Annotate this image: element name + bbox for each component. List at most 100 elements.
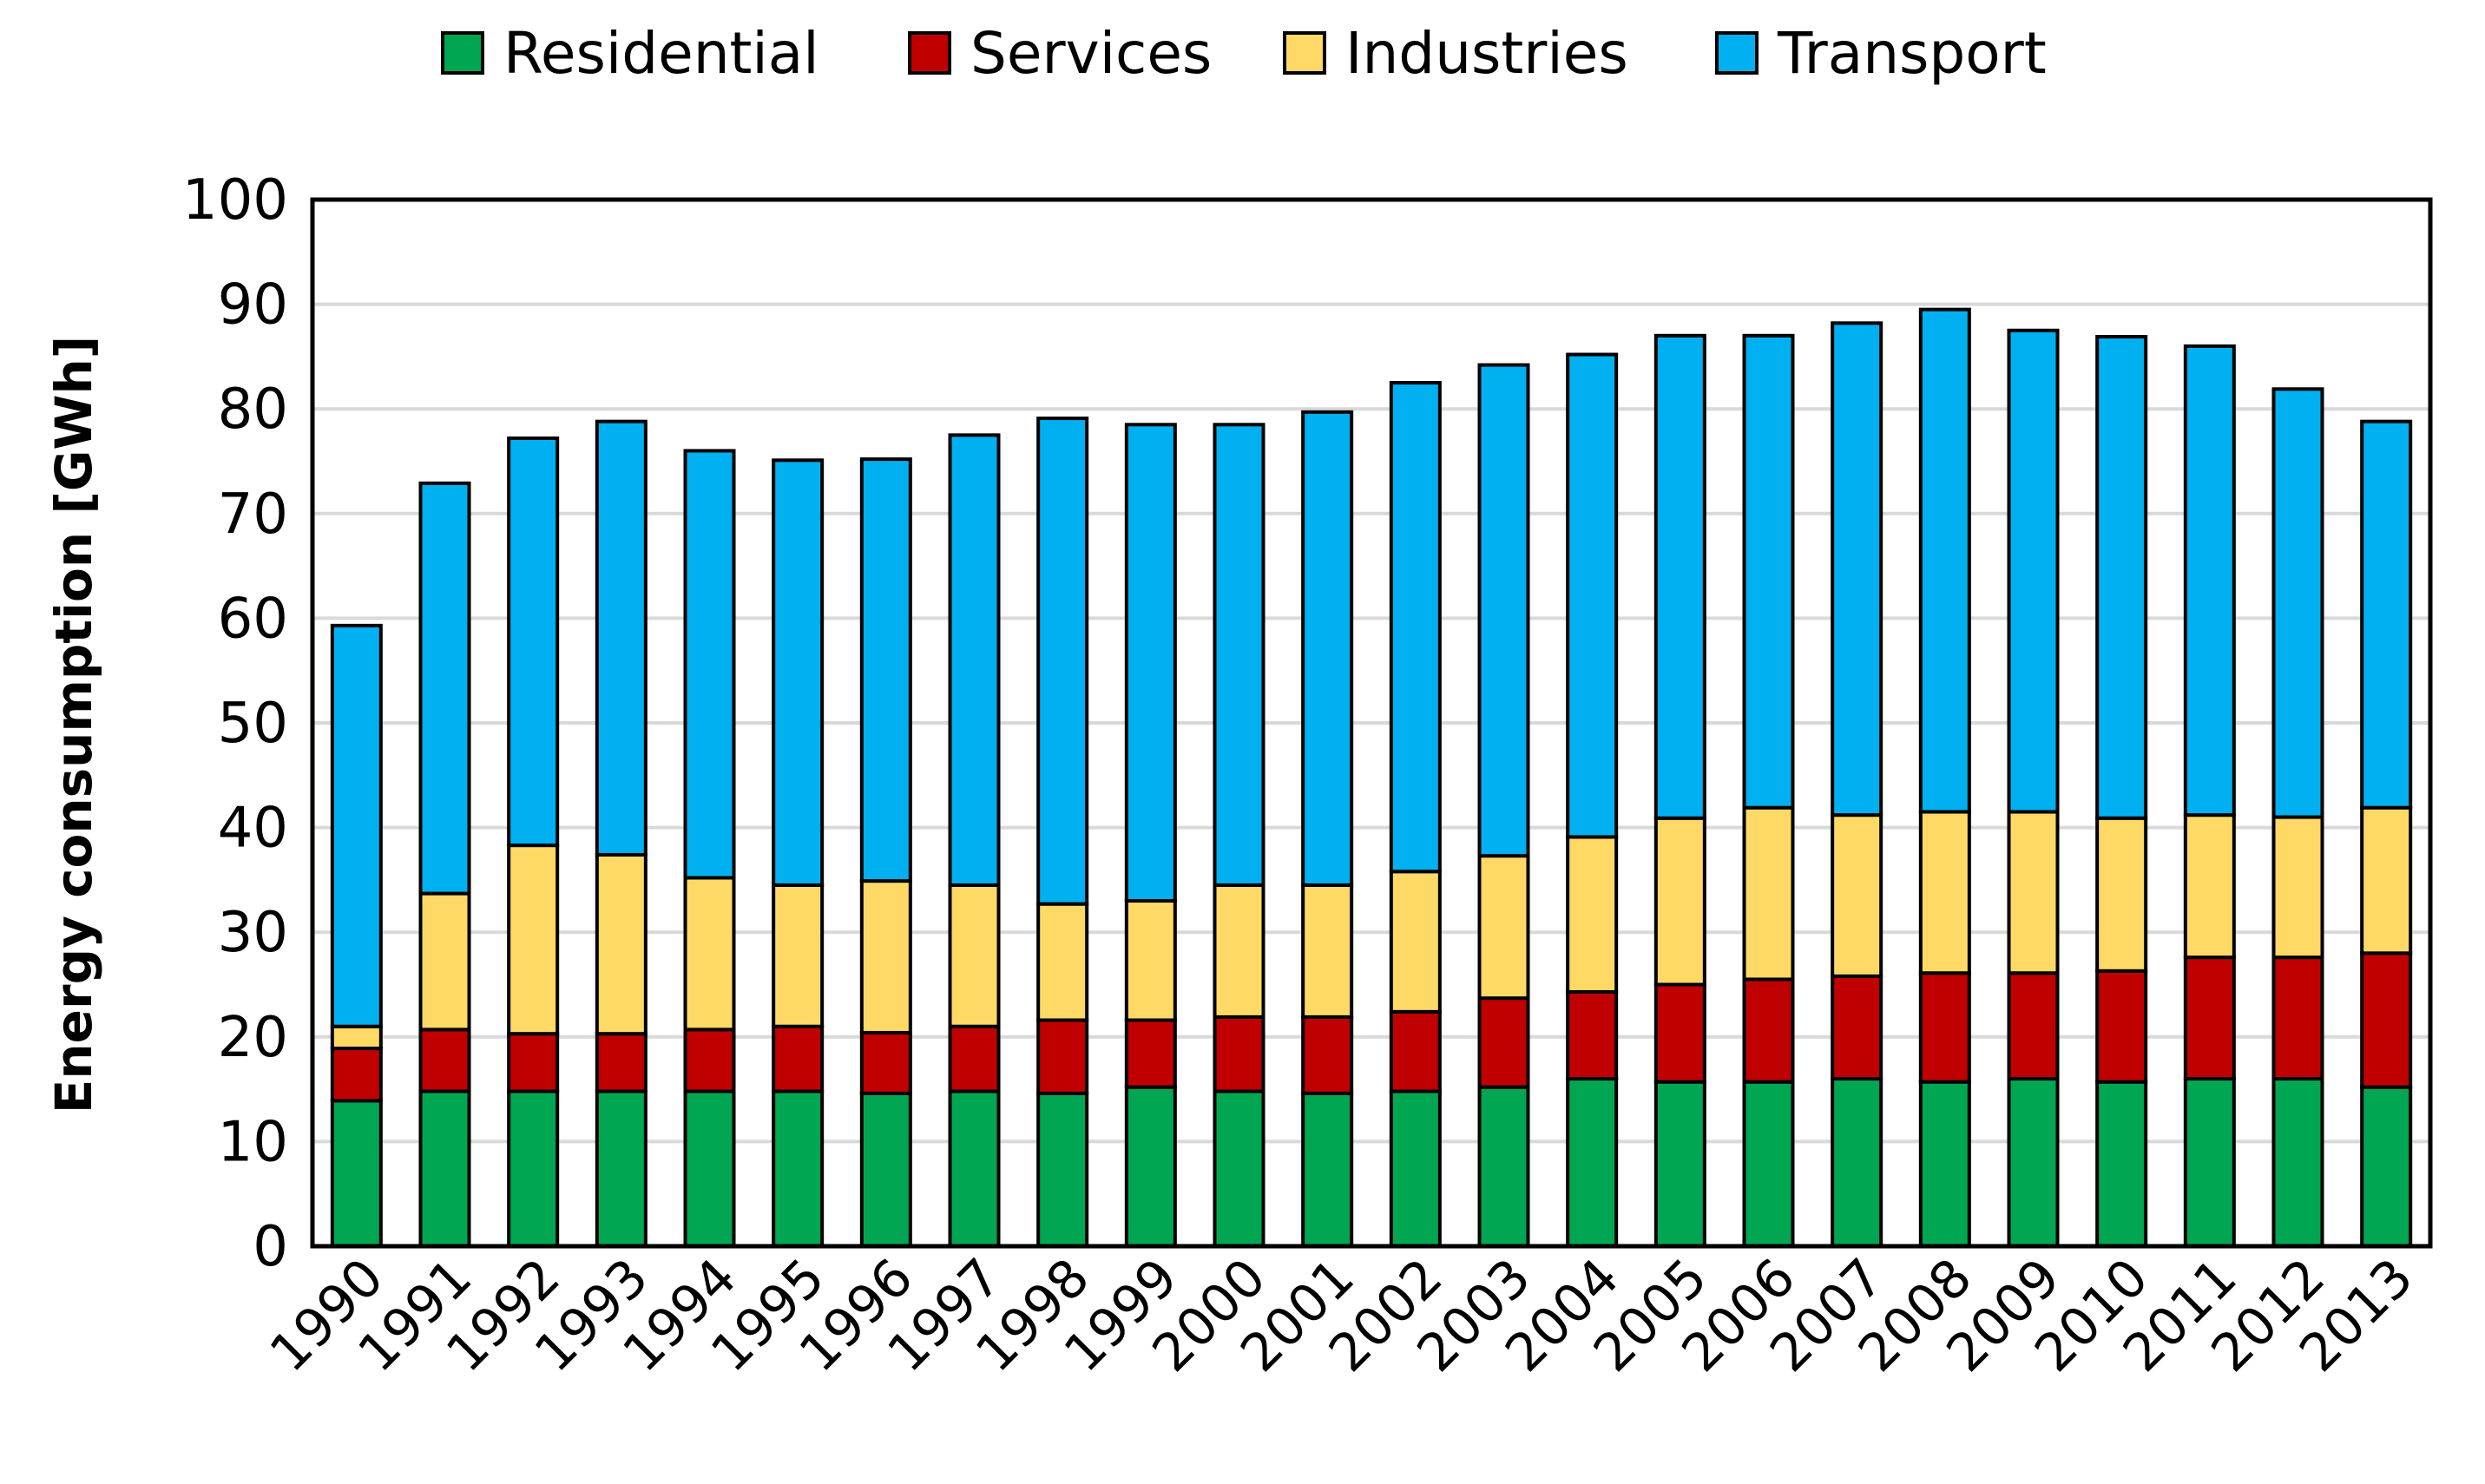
bar-segment-transport	[2007, 328, 2060, 814]
bar-segment-services	[1036, 1018, 1089, 1095]
bar-segment-services	[1301, 1015, 1354, 1095]
bar-segment-residential	[1036, 1091, 1089, 1248]
bar-segment-services	[1124, 1018, 1177, 1089]
bar-segment-services	[1742, 977, 1795, 1084]
bar-stack	[2007, 328, 2060, 1249]
bar-segment-residential	[1301, 1091, 1354, 1248]
y-axis-ticks: 0 10 20 30 40 50 60 70 80 90 100	[182, 168, 288, 1279]
bar-segment-transport	[595, 419, 648, 857]
bar-segment-residential	[2183, 1077, 2236, 1249]
bar-stack	[2183, 344, 2236, 1249]
bar-segment-industries	[1918, 810, 1971, 975]
bar-stack	[859, 457, 912, 1248]
bar-segment-industries	[1477, 854, 1530, 1001]
bar-stack	[948, 433, 1001, 1248]
bar-segment-industries	[1213, 883, 1266, 1019]
bars	[330, 307, 2413, 1249]
y-axis-label: Energy consumption [GWh]	[44, 336, 103, 1113]
legend: Residential Services Industries Transport	[441, 20, 2047, 87]
bar-segment-transport	[859, 457, 912, 883]
bar-stack	[330, 623, 383, 1248]
bar-segment-services	[683, 1028, 736, 1093]
bar-segment-services	[1389, 1009, 1442, 1093]
bar-stack	[1301, 410, 1354, 1248]
y-tick-label: 70	[218, 483, 288, 547]
y-tick-label: 90	[218, 273, 288, 338]
bar-segment-industries	[595, 852, 648, 1036]
bar-segment-residential	[595, 1089, 648, 1248]
bar-segment-residential	[683, 1089, 736, 1248]
bar-segment-industries	[1389, 870, 1442, 1014]
bar-segment-services	[418, 1028, 471, 1093]
bar-segment-residential	[1653, 1080, 1706, 1248]
bar-segment-residential	[1213, 1089, 1266, 1248]
legend-label: Industries	[1345, 20, 1628, 87]
bar-segment-services	[1566, 989, 1619, 1081]
legend-label: Transport	[1777, 20, 2047, 87]
bar-segment-transport	[2360, 419, 2413, 810]
bar-segment-services	[330, 1047, 383, 1103]
bar-segment-residential	[1742, 1080, 1795, 1248]
bar-segment-residential	[330, 1099, 383, 1248]
bar-segment-residential	[2271, 1077, 2324, 1249]
bar-segment-industries	[2095, 816, 2148, 973]
bar-segment-residential	[2007, 1077, 2060, 1249]
bar-segment-transport	[2095, 334, 2148, 820]
bar-segment-residential	[1566, 1077, 1619, 1249]
bar-segment-transport	[2183, 344, 2236, 818]
bar-segment-transport	[1918, 307, 1971, 814]
y-tick-label: 80	[218, 378, 288, 442]
bar-stack	[1566, 352, 1619, 1249]
bar-segment-industries	[1831, 813, 1883, 978]
bar-stack	[507, 436, 560, 1248]
bar-segment-industries	[683, 876, 736, 1032]
y-tick-label: 50	[218, 692, 288, 756]
bar-segment-transport	[1742, 333, 1795, 810]
bar-segment-industries	[2360, 805, 2413, 955]
bar-stack	[1742, 333, 1795, 1248]
bar-segment-industries	[2271, 815, 2324, 960]
legend-swatch	[908, 31, 951, 75]
bar-segment-transport	[683, 449, 736, 880]
bar-segment-industries	[1566, 835, 1619, 994]
legend-label: Residential	[503, 20, 819, 87]
legend-swatch	[1283, 31, 1326, 75]
legend-item-transport: Transport	[1715, 20, 2047, 87]
bar-stack	[772, 458, 825, 1248]
bar-segment-industries	[1124, 899, 1177, 1022]
bar-segment-services	[2095, 969, 2148, 1084]
legend-swatch	[1715, 31, 1759, 75]
bar-segment-transport	[1653, 333, 1706, 820]
bar-segment-residential	[1389, 1089, 1442, 1248]
bar-segment-residential	[948, 1089, 1001, 1248]
bar-stack	[1036, 417, 1089, 1248]
bar-segment-transport	[507, 436, 560, 848]
bar-stack	[1477, 363, 1530, 1248]
bar-segment-transport	[1213, 423, 1266, 887]
grid-lines	[312, 302, 2430, 1144]
x-axis-ticks: 1990199119921993199419951996199719981999…	[259, 1247, 2425, 1383]
bar-segment-transport	[1389, 381, 1442, 874]
bar-stack	[2271, 387, 2324, 1249]
bar-segment-industries	[2183, 813, 2236, 960]
legend-label: Services	[970, 20, 1212, 87]
plot-frame	[310, 197, 2433, 1249]
bar-stack	[1831, 321, 1883, 1249]
legend-item-industries: Industries	[1283, 20, 1628, 87]
bar-segment-transport	[1566, 352, 1619, 839]
bar-segment-industries	[1036, 902, 1089, 1022]
bar-segment-industries	[859, 879, 912, 1034]
bar-segment-transport	[2271, 387, 2324, 819]
bar-stack	[2360, 419, 2413, 1248]
bar-segment-residential	[1831, 1077, 1883, 1249]
bar-segment-transport	[1124, 423, 1177, 903]
legend-item-residential: Residential	[441, 20, 819, 87]
bar-segment-services	[2271, 955, 2324, 1081]
bar-stack	[418, 481, 471, 1248]
bar-segment-industries	[1301, 883, 1354, 1019]
bar-segment-transport	[772, 458, 825, 887]
legend-item-services: Services	[908, 20, 1212, 87]
bar-segment-services	[859, 1030, 912, 1095]
bar-segment-residential	[1477, 1085, 1530, 1248]
bar-stack	[1918, 307, 1971, 1248]
